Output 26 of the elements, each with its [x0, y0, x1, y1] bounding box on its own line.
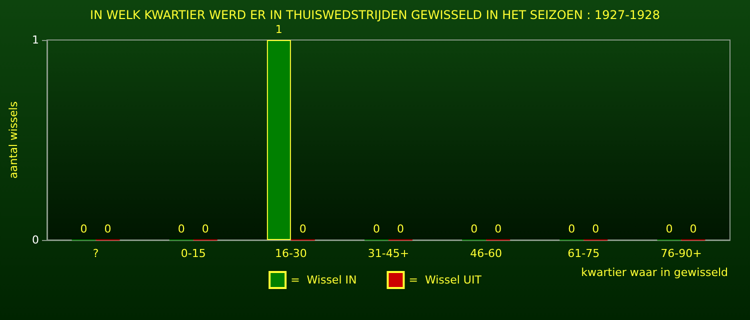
x-tick-label: 46-60	[470, 247, 502, 260]
x-tick-label: ?	[92, 247, 99, 260]
x-tick-label: 61-75	[568, 247, 600, 260]
data-label: 0	[80, 222, 88, 236]
data-label: 0	[568, 222, 576, 236]
x-tick-label: 76-90+	[660, 247, 702, 260]
chart-title: IN WELK KWARTIER WERD ER IN THUISWEDSTRIJDEN GEWISSELD IN HET SEIZOEN : 1927-1928	[90, 8, 660, 22]
data-label: 0	[666, 222, 673, 236]
data-label: 0	[397, 222, 404, 236]
x-axis-title: kwartier waar in gewisseld	[581, 266, 728, 279]
data-label: 0	[470, 222, 478, 236]
data-label: 0	[178, 222, 185, 236]
data-label: 0	[104, 222, 112, 236]
legend-label: = Wissel IN	[290, 274, 357, 286]
data-label: 0	[494, 222, 502, 236]
x-tick-label: 16-30	[274, 247, 307, 260]
y-axis-title: aantal wissels	[7, 101, 20, 179]
data-label: 0	[690, 222, 697, 236]
data-label: 0	[202, 222, 209, 236]
data-label: 0	[299, 222, 306, 236]
data-label: 0	[373, 222, 380, 236]
data-label: 1	[275, 23, 282, 36]
x-tick-label: 31-45+	[368, 247, 410, 260]
data-label: 0	[592, 222, 600, 236]
legend-label: = Wissel UIT	[408, 274, 482, 286]
x-tick-label: 0-15	[180, 247, 206, 260]
